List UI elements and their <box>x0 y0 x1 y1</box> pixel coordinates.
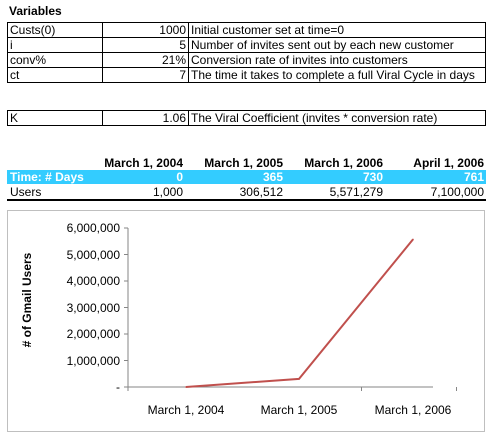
variable-row: Custs(0) 1000 Initial customer set at ti… <box>7 22 486 38</box>
y-tick-label: 5,000,000 <box>66 247 120 262</box>
variable-value[interactable]: 1000 <box>102 22 189 38</box>
gmail-users-chart[interactable] <box>7 210 485 432</box>
users-row-cell[interactable]: 7,100,000 <box>430 185 484 199</box>
time-row-cell[interactable]: 365 <box>262 170 283 184</box>
data-point <box>412 238 414 241</box>
date-header[interactable]: March 1, 2005 <box>204 156 283 170</box>
chart-plot-area <box>124 227 457 391</box>
viral-coefficient-table: K 1.06 The Viral Coefficient (invites * … <box>7 110 486 126</box>
users-series-line <box>185 238 414 388</box>
k-row: K 1.06 The Viral Coefficient (invites * … <box>7 110 486 126</box>
y-tick-label: 2,000,000 <box>66 327 120 341</box>
variable-name[interactable]: ct <box>7 67 103 83</box>
date-header[interactable]: March 1, 2004 <box>104 156 183 170</box>
k-value[interactable]: 1.06 <box>102 110 189 126</box>
time-row-label[interactable]: Time: # Days <box>10 170 84 184</box>
time-days-row: Time: # Days 0 365 730 761 <box>7 170 486 184</box>
time-row-cell[interactable]: 730 <box>362 170 383 184</box>
sheet-title: Variables <box>9 4 62 18</box>
date-header[interactable]: April 1, 2006 <box>413 156 484 170</box>
time-row-cell[interactable]: 761 <box>463 170 484 184</box>
y-tick-label: 1,000,000 <box>66 353 120 368</box>
k-name[interactable]: K <box>7 110 103 126</box>
variables-table: Custs(0) 1000 Initial customer set at ti… <box>7 22 486 83</box>
variable-desc[interactable]: The time it takes to complete a full Vir… <box>188 67 486 83</box>
y-tick-label: 6,000,000 <box>66 221 120 235</box>
variable-row: i 5 Number of invites sent out by each n… <box>7 37 486 53</box>
y-tick-label: - <box>116 380 120 394</box>
x-tick-label: March 1, 2005 <box>260 403 338 417</box>
time-row-cell[interactable]: 0 <box>176 170 183 184</box>
data-point <box>298 378 300 380</box>
users-row-cell[interactable]: 5,571,279 <box>329 185 383 199</box>
variable-name[interactable]: conv% <box>7 52 103 68</box>
variable-row: conv% 21% Conversion rate of invites int… <box>7 52 486 68</box>
x-tick-label: March 1, 2004 <box>147 403 225 417</box>
date-header[interactable]: March 1, 2006 <box>304 156 383 170</box>
y-tick-label: 4,000,000 <box>66 274 120 288</box>
variable-row: ct 7 The time it takes to complete a ful… <box>7 67 486 83</box>
double-bottom-border <box>7 199 486 201</box>
x-tick-label: March 1, 2006 <box>374 403 452 417</box>
users-row-cell[interactable]: 306,512 <box>239 185 283 199</box>
variable-desc[interactable]: Conversion rate of invites into customer… <box>188 52 486 68</box>
k-desc[interactable]: The Viral Coefficient (invites * convers… <box>188 110 486 126</box>
users-row-label[interactable]: Users <box>10 185 42 199</box>
users-row-cell[interactable]: 1,000 <box>152 185 183 199</box>
date-header-row: March 1, 2004 March 1, 2005 March 1, 200… <box>0 156 493 172</box>
data-point <box>185 386 187 388</box>
users-row: Users 1,000 306,512 5,571,279 7,100,000 <box>7 185 486 199</box>
y-tick-label: 3,000,000 <box>66 300 120 315</box>
